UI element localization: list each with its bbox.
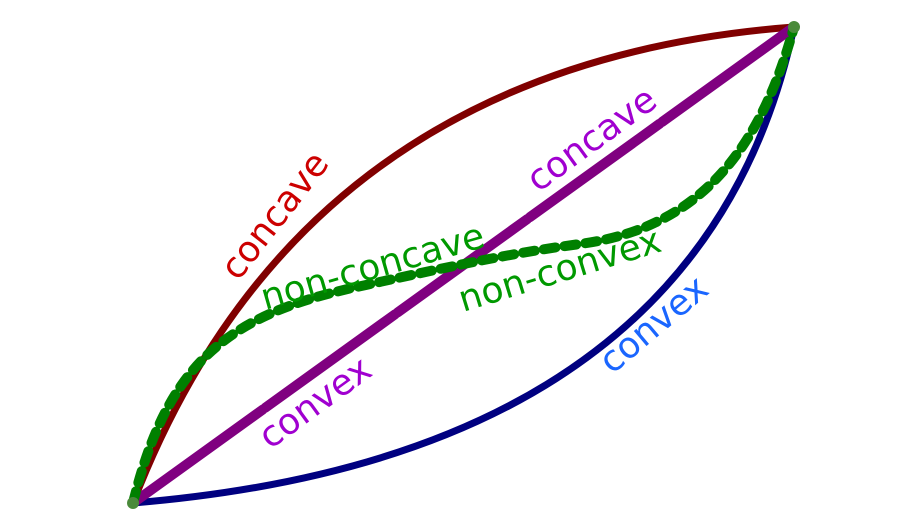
start-point bbox=[127, 497, 139, 509]
concave-curve bbox=[129, 23, 798, 507]
end-point bbox=[788, 21, 800, 33]
non-convex-non-concave-curve bbox=[128, 22, 799, 508]
wavy-non-convex-label: non-convex bbox=[454, 220, 666, 320]
convex-curve bbox=[129, 23, 798, 507]
convex-curve-label: convex bbox=[591, 268, 716, 382]
